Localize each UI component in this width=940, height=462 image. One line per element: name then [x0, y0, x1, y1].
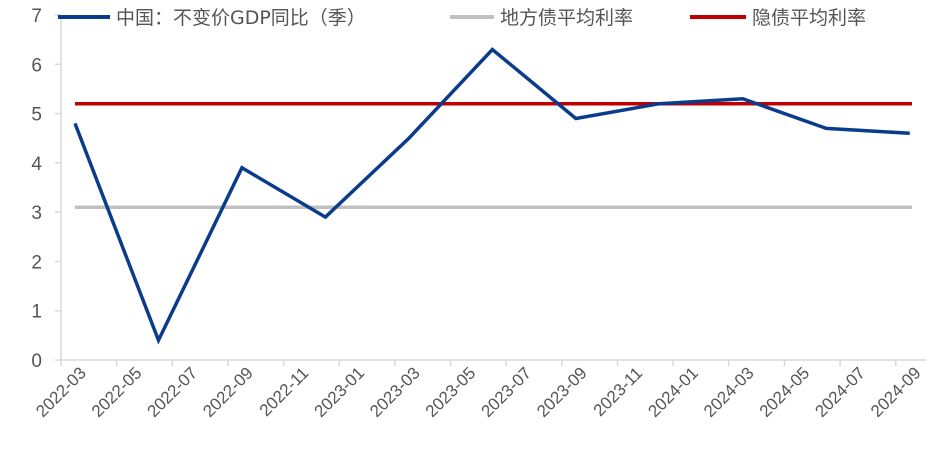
y-tick-label: 2	[31, 252, 42, 273]
x-tick-label: 2024-01	[644, 363, 702, 421]
y-tick-label: 4	[31, 154, 42, 175]
x-tick-label: 2023-07	[477, 363, 535, 421]
x-tick-label: 2024-09	[867, 363, 925, 421]
x-tick-label: 2022-07	[144, 363, 202, 421]
x-tick-label: 2023-03	[366, 363, 424, 421]
x-tick-label: 2023-11	[590, 363, 647, 420]
x-tick-label: 2023-01	[311, 363, 369, 421]
y-tick-label: 5	[31, 105, 42, 126]
legend: 中国：不变价GDP同比（季） 地方债平均利率 隐债平均利率	[58, 7, 866, 29]
x-tick-label: 2024-07	[811, 363, 869, 421]
x-tick-label: 2024-03	[700, 363, 758, 421]
x-tick-label: 2022-03	[32, 363, 90, 421]
y-axis-ticks: 0 1 2 3 4 5 6 7	[31, 6, 61, 372]
x-tick-label: 2023-09	[533, 363, 591, 421]
x-tick-label: 2024-05	[756, 363, 814, 421]
x-tick-label: 2022-09	[199, 363, 257, 421]
x-tick-label: 2022-11	[256, 363, 313, 420]
y-tick-label: 1	[31, 302, 42, 323]
legend-label: 地方债平均利率	[500, 7, 633, 29]
gdp-yoy-line	[73, 47, 910, 345]
x-tick-label: 2022-05	[88, 363, 146, 421]
x-tick-label: 2023-05	[422, 363, 480, 421]
legend-label: 隐债平均利率	[752, 7, 866, 29]
series-lines	[73, 47, 912, 345]
y-tick-label: 6	[31, 55, 42, 76]
x-axis-ticks: 2022-032022-052022-072022-092022-112023-…	[32, 360, 925, 421]
y-tick-label: 0	[31, 351, 42, 372]
legend-label: 中国：不变价GDP同比（季）	[116, 7, 366, 29]
y-tick-label: 7	[31, 6, 42, 27]
axes	[60, 15, 926, 361]
y-tick-label: 3	[31, 203, 42, 224]
